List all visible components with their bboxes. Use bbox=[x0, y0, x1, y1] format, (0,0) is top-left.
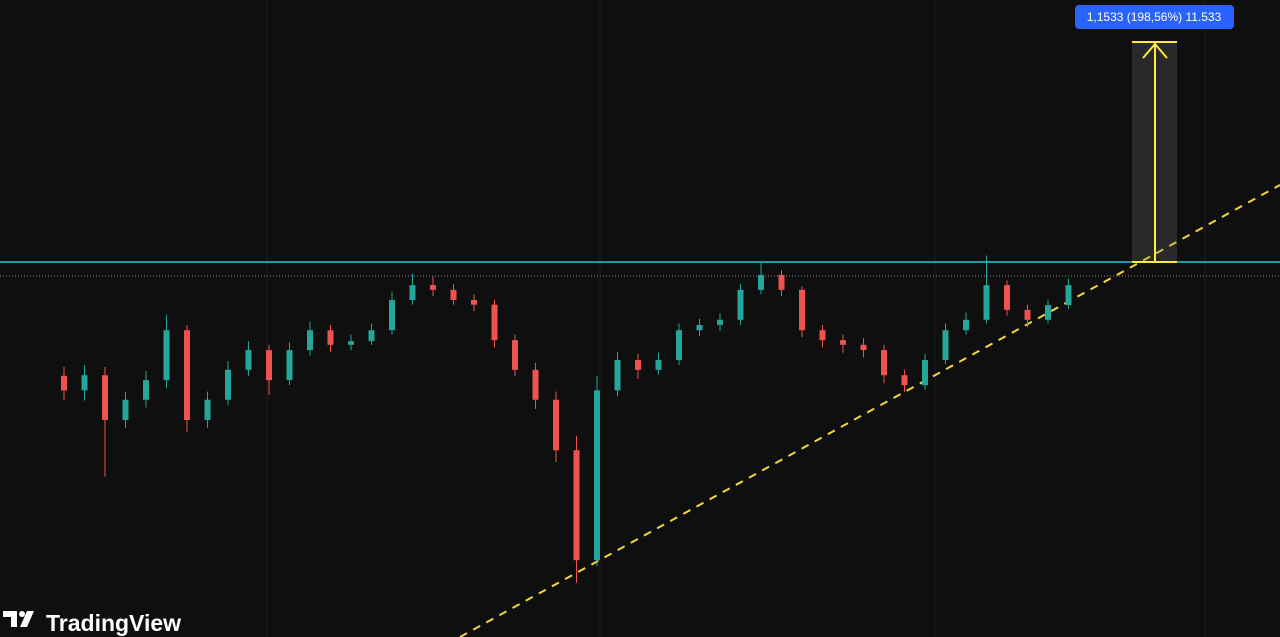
candle-body bbox=[840, 340, 846, 345]
candle-body bbox=[102, 375, 108, 420]
candle-body bbox=[204, 399, 211, 420]
logo-dot bbox=[19, 611, 25, 617]
logo-icon bbox=[3, 611, 34, 627]
candle-body bbox=[963, 319, 969, 331]
candle-body bbox=[758, 274, 764, 290]
candle-body bbox=[143, 380, 149, 400]
candle-body bbox=[860, 344, 867, 351]
candle-body bbox=[307, 330, 313, 351]
candle-body bbox=[614, 360, 621, 391]
candle-body bbox=[184, 330, 190, 420]
candle-body bbox=[450, 289, 457, 301]
candle-body bbox=[1065, 285, 1072, 306]
candle-body bbox=[430, 285, 436, 290]
candle-body bbox=[594, 390, 600, 561]
candle-body bbox=[348, 341, 354, 345]
candle-body bbox=[901, 375, 908, 386]
candle-body bbox=[245, 350, 252, 370]
candle-body bbox=[942, 330, 949, 361]
candle-body bbox=[881, 350, 887, 376]
measure-label: 1,1533 (198,56%) 11.533 bbox=[1087, 10, 1222, 24]
candle-body bbox=[409, 285, 416, 301]
candle-body bbox=[799, 289, 805, 331]
candle-body bbox=[922, 360, 928, 386]
candle-body bbox=[491, 304, 498, 341]
candle-body bbox=[1004, 285, 1010, 310]
candle-body bbox=[163, 330, 170, 381]
candle-body bbox=[368, 330, 375, 342]
candle-body bbox=[573, 450, 580, 561]
candle-body bbox=[1045, 305, 1051, 320]
brand: TradingView bbox=[46, 610, 181, 636]
candle-body bbox=[676, 330, 682, 361]
candle-body bbox=[1024, 309, 1031, 320]
candle-body bbox=[778, 274, 785, 290]
measure-label-box bbox=[1075, 5, 1234, 29]
candle-body bbox=[122, 399, 129, 420]
logo: TradingView bbox=[3, 610, 181, 636]
candle-body bbox=[717, 319, 723, 325]
candle-body bbox=[471, 300, 477, 305]
candle-body bbox=[737, 289, 744, 320]
candle-body bbox=[81, 375, 88, 391]
candle-body bbox=[61, 375, 67, 391]
candle-body bbox=[389, 300, 395, 331]
candle-body bbox=[266, 350, 272, 381]
candle-body bbox=[532, 369, 539, 400]
candle-body bbox=[983, 285, 990, 320]
candle-body bbox=[512, 340, 518, 370]
candle-body bbox=[696, 324, 703, 331]
candle-body bbox=[635, 360, 641, 370]
candle-body bbox=[225, 369, 231, 400]
candle-body bbox=[286, 350, 293, 381]
candle-body bbox=[819, 330, 826, 341]
candle-body bbox=[553, 399, 559, 451]
candle-body bbox=[327, 330, 334, 345]
measure-arrowhead bbox=[1142, 42, 1168, 59]
candle-body bbox=[655, 360, 662, 370]
